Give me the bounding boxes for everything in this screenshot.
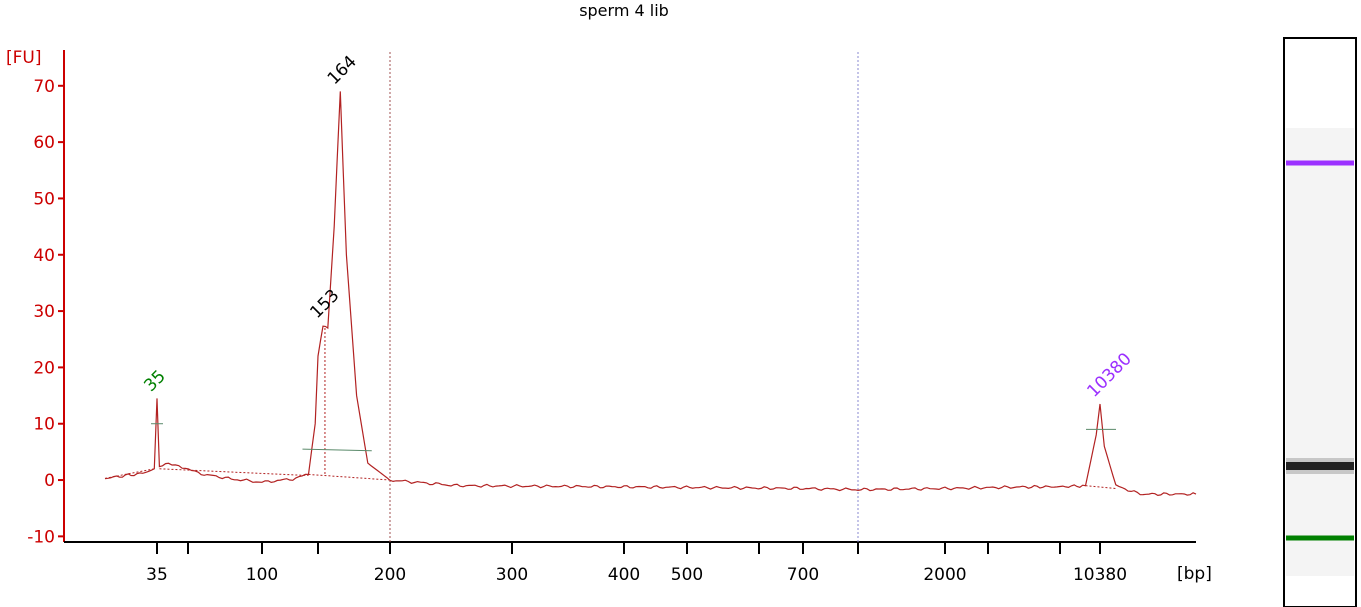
gel-band xyxy=(1286,535,1354,541)
x-tick-label: 300 xyxy=(496,565,528,585)
peak-label: 164 xyxy=(324,52,361,89)
x-tick-label: 100 xyxy=(246,565,278,585)
baseline-segment xyxy=(308,473,391,481)
gel-band xyxy=(1286,160,1354,166)
gel-lane xyxy=(1283,37,1357,607)
chart-title: sperm 4 lib xyxy=(579,1,669,20)
plot-area: -10 0 10 20 30 40 50 60 70 35 100 200 300 400 500 700 20… xyxy=(27,50,1197,585)
baseline-segment xyxy=(1085,485,1116,489)
y-tick-label: 30 xyxy=(33,302,55,322)
peak-width-line xyxy=(302,448,372,452)
x-axis-unit: [bp] xyxy=(1177,564,1212,584)
peak-label: 10380 xyxy=(1083,349,1135,401)
x-tick-label: 2000 xyxy=(923,565,966,585)
baseline-segment xyxy=(159,468,309,477)
y-tick-label: 10 xyxy=(33,415,55,435)
x-tick-label: 10380 xyxy=(1073,565,1127,585)
y-tick-label: 50 xyxy=(33,189,55,209)
baseline-segment xyxy=(104,468,155,479)
y-tick-label: 20 xyxy=(33,358,55,378)
trace-line xyxy=(104,91,1197,497)
y-axis-unit: [FU] xyxy=(6,48,42,68)
x-tick-label: 400 xyxy=(608,565,640,585)
y-tick-label: -10 xyxy=(27,527,55,547)
x-tick-label: 500 xyxy=(671,565,703,585)
x-tick-label: 35 xyxy=(146,565,168,585)
x-tick-label: 200 xyxy=(374,565,406,585)
x-tick-label: 700 xyxy=(787,565,819,585)
gel-lane-background xyxy=(1286,128,1354,576)
gel-band xyxy=(1286,462,1354,470)
y-tick-label: 0 xyxy=(44,471,55,491)
peak-label: 153 xyxy=(306,286,343,323)
peak-label: 35 xyxy=(140,366,169,395)
y-tick-label: 70 xyxy=(33,77,55,97)
y-tick-label: 40 xyxy=(33,246,55,266)
y-tick-label: 60 xyxy=(33,133,55,153)
